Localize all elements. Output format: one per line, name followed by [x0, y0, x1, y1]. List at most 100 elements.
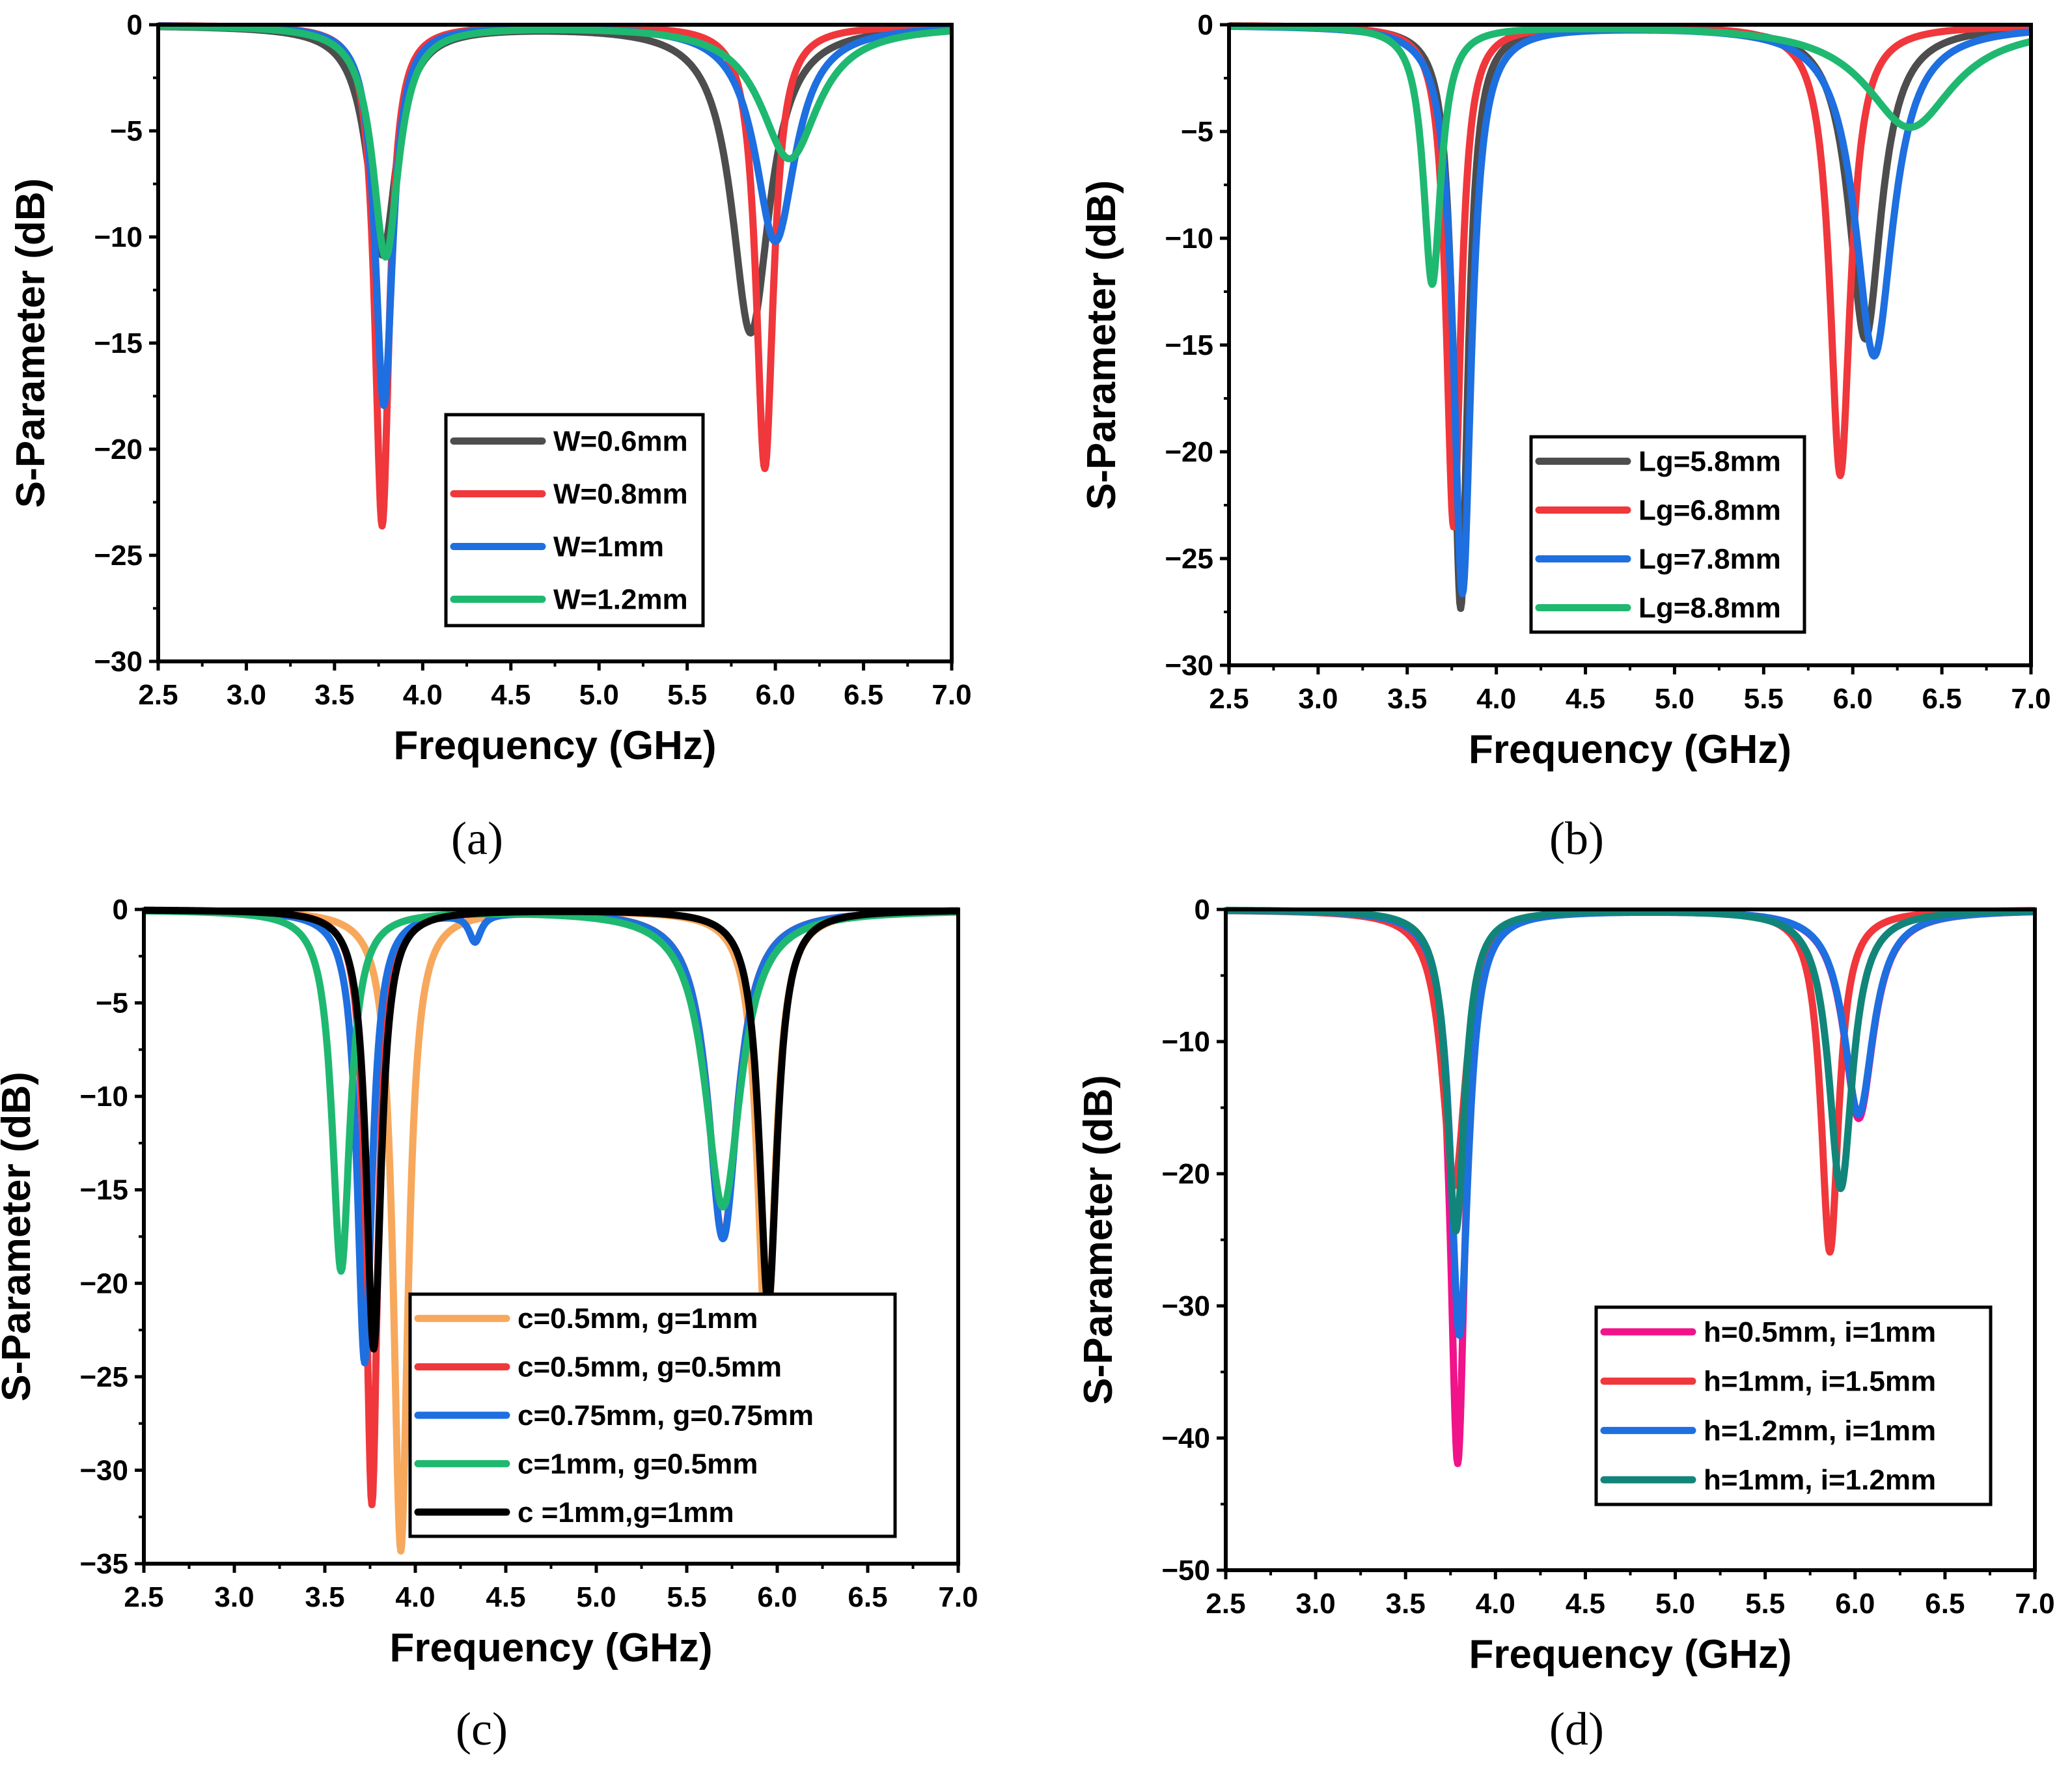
x-tick-label: 4.5	[1566, 683, 1605, 715]
series-line-4	[144, 907, 958, 1275]
y-tick-label: −20	[94, 434, 143, 465]
legend-entry: W=0.8mm	[553, 478, 688, 510]
y-tick-label: −10	[79, 1081, 128, 1113]
y-tick-label: −20	[79, 1267, 128, 1299]
x-tick-label: 5.5	[1744, 683, 1784, 715]
series-group	[144, 906, 958, 1555]
legend-entry: W=1.2mm	[553, 584, 688, 616]
legend-entry: h=1.2mm, i=1mm	[1704, 1415, 1936, 1447]
y-axis-label: S-Parameter (dB)	[0, 1072, 39, 1401]
x-tick-label: 3.5	[305, 1581, 344, 1613]
legend-entry: h=0.5mm, i=1mm	[1704, 1316, 1936, 1348]
legend-box	[1529, 435, 1806, 634]
y-tick-label: −5	[110, 115, 143, 147]
legend-entry: h=1mm, i=1.2mm	[1704, 1464, 1936, 1496]
legend: W=0.6mm W=0.8mm W=1mm W=1.2mm	[444, 413, 705, 628]
y-tick-label: −30	[1161, 1290, 1210, 1322]
x-tick-label: 5.0	[1655, 1588, 1695, 1620]
x-axis-label: Frequency (GHz)	[393, 723, 716, 768]
x-tick-label: 3.5	[1387, 683, 1427, 715]
x-axis-label: Frequency (GHz)	[389, 1626, 712, 1670]
y-axis-label: S-Parameter (dB)	[1076, 1075, 1121, 1404]
x-tick-label: 2.5	[124, 1581, 163, 1613]
legend-entry: c=0.5mm, g=0.5mm	[518, 1351, 782, 1383]
legend-entry: c=0.5mm, g=1mm	[518, 1303, 758, 1335]
x-tick-label: 3.0	[1296, 1588, 1336, 1620]
y-tick-label: −20	[1165, 436, 1213, 468]
x-tick-label: 4.0	[1476, 683, 1516, 715]
series-line-5	[144, 906, 958, 1353]
y-axis-label: S-Parameter (dB)	[8, 178, 53, 508]
legend-entry: Lg=7.8mm	[1638, 544, 1781, 575]
x-tick-label: 4.0	[1476, 1588, 1515, 1620]
x-tick-label: 5.5	[1745, 1588, 1785, 1620]
x-tick-label: 4.0	[395, 1581, 435, 1613]
legend-entry: c =1mm,g=1mm	[518, 1497, 734, 1529]
panel-caption: (c)	[456, 1703, 508, 1755]
y-tick-label: −20	[1161, 1158, 1210, 1190]
x-tick-label: 5.0	[576, 1581, 616, 1613]
y-tick-label: −35	[79, 1548, 128, 1580]
y-tick-label: −30	[94, 646, 143, 678]
x-tick-label: 5.0	[1655, 683, 1694, 715]
y-tick-label: −25	[94, 540, 143, 572]
x-tick-label: 6.0	[1835, 1588, 1875, 1620]
y-tick-label: −15	[1165, 329, 1213, 361]
panel-caption: (b)	[1549, 812, 1604, 865]
x-tick-label: 6.0	[756, 679, 795, 711]
y-tick-label: 0	[1198, 9, 1213, 41]
x-tick-label: 3.5	[314, 679, 354, 711]
series-line-3	[1226, 907, 2035, 1339]
x-tick-label: 2.5	[138, 679, 178, 711]
y-tick-label: −10	[94, 221, 143, 253]
y-tick-label: −15	[79, 1174, 128, 1206]
x-tick-label: 5.0	[579, 679, 619, 711]
x-axis-label: Frequency (GHz)	[1469, 1632, 1791, 1677]
x-tick-label: 4.5	[486, 1581, 525, 1613]
legend-entry: W=0.6mm	[553, 426, 688, 458]
series-group	[158, 21, 952, 530]
series-line-2	[1226, 907, 2035, 1256]
x-tick-label: 7.0	[938, 1581, 978, 1613]
series-group	[1229, 22, 2031, 613]
legend-entry: c=0.75mm, g=0.75mm	[518, 1400, 814, 1432]
legend-entry: Lg=5.8mm	[1638, 446, 1781, 478]
x-tick-label: 6.5	[848, 1581, 887, 1613]
x-tick-label: 5.5	[667, 679, 707, 711]
y-axis-label: S-Parameter (dB)	[1079, 180, 1124, 510]
chart-d: 2.5 3.0 3.5 4.0 4.5 5.0 5.5 6.0 6.5 7.0 0 −10 −20 −30…	[1076, 894, 2055, 1755]
x-tick-label: 4.5	[1566, 1588, 1605, 1620]
chart-c: 2.5 3.0 3.5 4.0 4.5 5.0 5.5 6.0 6.5 7.0 0 −5 −10 −15 −…	[0, 894, 978, 1755]
x-tick-label: 3.0	[227, 679, 266, 711]
x-tick-label: 6.0	[757, 1581, 797, 1613]
chart-b: 2.5 3.0 3.5 4.0 4.5 5.0 5.5 6.0 6.5 7.0 0 −5 −10 −15 −…	[1079, 9, 2051, 865]
y-tick-label: −30	[1165, 650, 1213, 682]
series-group	[1226, 906, 2035, 1467]
series-line-4	[158, 22, 952, 261]
panel-caption: (a)	[451, 812, 503, 865]
y-tick-label: −25	[1165, 543, 1213, 575]
x-tick-label: 4.0	[403, 679, 443, 711]
x-tick-label: 6.0	[1833, 683, 1873, 715]
x-tick-label: 3.0	[1298, 683, 1338, 715]
x-tick-label: 5.5	[667, 1581, 706, 1613]
y-tick-label: −25	[79, 1361, 128, 1393]
y-tick-label: −5	[1181, 116, 1213, 148]
y-tick-label: 0	[113, 894, 128, 926]
legend-entry: W=1mm	[553, 531, 664, 563]
x-tick-label: 3.0	[214, 1581, 254, 1613]
legend-entry: h=1mm, i=1.5mm	[1704, 1366, 1936, 1398]
y-tick-label: −50	[1161, 1555, 1210, 1586]
legend-entry: Lg=6.8mm	[1638, 495, 1781, 527]
panel-caption: (d)	[1549, 1703, 1604, 1755]
x-tick-label: 7.0	[932, 679, 971, 711]
y-tick-label: −15	[94, 327, 143, 359]
x-tick-label: 7.0	[2015, 1588, 2054, 1620]
y-tick-label: −10	[1165, 223, 1213, 255]
y-tick-label: 0	[127, 9, 143, 41]
chart-a: 2.5 3.0 3.5 4.0 4.5 5.0 5.5 6.0 6.5 7.0 0 −5 −10 −15 −…	[8, 9, 972, 865]
x-tick-label: 7.0	[2011, 683, 2051, 715]
y-tick-label: −5	[96, 988, 128, 1019]
legend-entry: c=1mm, g=0.5mm	[518, 1448, 758, 1480]
